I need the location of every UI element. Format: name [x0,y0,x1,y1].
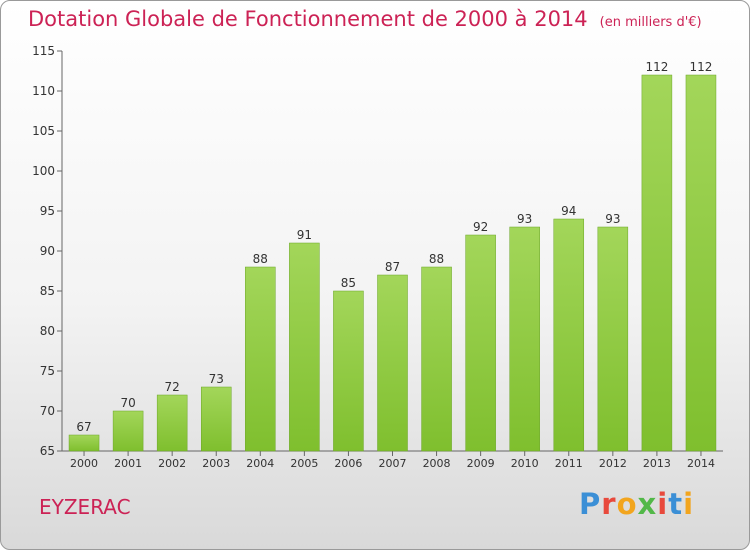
x-tick-label: 2002 [158,457,186,470]
bar-value-label: 88 [253,252,268,266]
bar [377,274,408,452]
bar-value-label: 67 [76,420,91,434]
y-tick-label: 70 [40,404,55,418]
bar [421,266,452,452]
bar [641,74,673,452]
x-tick-label: 2014 [687,457,715,470]
x-tick-label: 2009 [467,457,495,470]
logo-letter: r [601,487,617,521]
chart-bars: 67 70 72 73 88 91 85 87 88 92 93 94 93 112 112 [68,60,717,452]
bar [509,226,540,452]
bar-value-label: 91 [297,228,312,242]
chart-axes: 65 70 75 80 85 90 95 100 105 110 115 2000 2001 2002 20… [32,44,723,470]
y-tick-label: 105 [32,124,55,138]
bar-value-label: 73 [209,372,224,386]
bar-value-label: 87 [385,260,400,274]
chart-title: Dotation Globale de Fonctionnement de 20… [28,7,702,31]
logo-letter: o [616,487,638,521]
logo-letter: P [579,487,602,521]
commune-name: EYZERAC [39,495,131,519]
bar [156,394,188,452]
bar [333,290,364,452]
y-tick-label: 110 [32,84,55,98]
bar-value-label: 70 [120,396,135,410]
logo-letter: i [683,487,695,521]
bar [200,386,232,452]
y-tick-label: 65 [40,444,55,458]
bar-value-label: 112 [690,60,713,74]
y-tick-label: 100 [32,164,55,178]
x-tick-label: 2013 [643,457,671,470]
y-tick-label: 75 [40,364,55,378]
bar-value-label: 93 [517,212,532,226]
proxiti-logo: Proxiti [579,487,694,521]
x-tick-label: 2011 [555,457,583,470]
bar-value-label: 94 [561,204,576,218]
bar-value-label: 93 [605,212,620,226]
x-tick-label: 2012 [599,457,627,470]
bar-value-label: 92 [473,220,488,234]
chart-title-text: Dotation Globale de Fonctionnement de 20… [28,7,588,31]
x-tick-label: 2008 [423,457,451,470]
x-tick-label: 2001 [114,457,142,470]
bar [68,434,100,452]
bar [685,74,717,452]
bar-value-label: 85 [341,276,356,290]
bar [465,234,496,452]
y-tick-label: 115 [32,44,55,58]
bar [245,266,276,452]
x-tick-label: 2000 [70,457,98,470]
bar [553,218,585,452]
x-tick-label: 2010 [511,457,539,470]
x-tick-label: 2005 [290,457,318,470]
x-tick-label: 2003 [202,457,230,470]
chart-subtitle: (en milliers d'€) [599,15,702,30]
bar [597,226,629,452]
y-tick-label: 80 [40,324,55,338]
y-tick-label: 85 [40,284,55,298]
logo-letter: x [637,487,658,521]
logo-letter: i [657,487,669,521]
bar-value-label: 112 [645,60,668,74]
bar [112,410,144,452]
x-tick-label: 2007 [379,457,407,470]
x-tick-label: 2006 [334,457,362,470]
y-tick-label: 90 [40,244,55,258]
bar-value-label: 72 [165,380,180,394]
bar-value-label: 88 [429,252,444,266]
logo-letter: t [668,487,684,521]
y-tick-label: 95 [40,204,55,218]
x-tick-label: 2004 [246,457,274,470]
bar [289,242,320,452]
